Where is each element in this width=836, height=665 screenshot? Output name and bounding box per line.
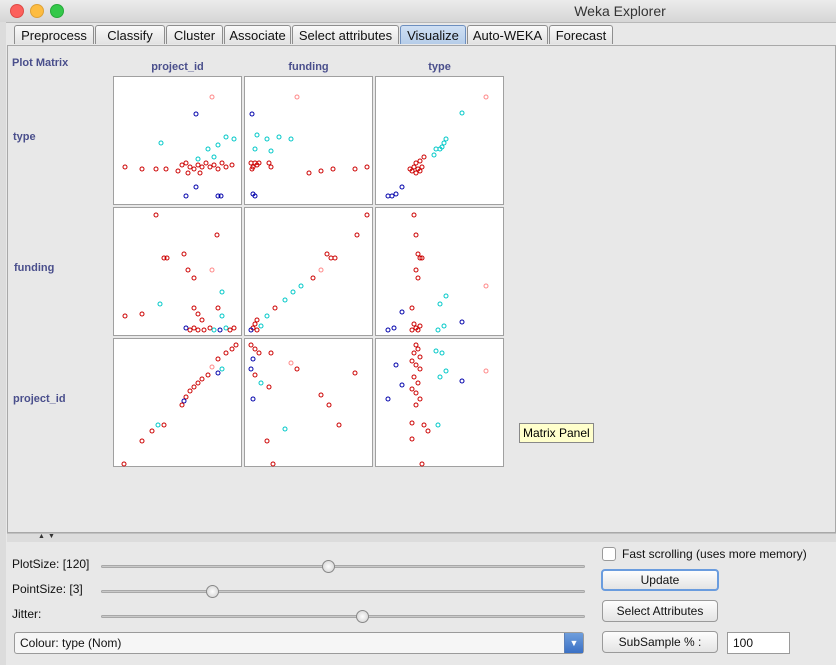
- slider-track: [101, 615, 585, 618]
- scatter-plot: [385, 212, 489, 333]
- scatter-plot: [385, 342, 489, 467]
- title-bar: Weka Explorer: [0, 0, 836, 23]
- window-title: Weka Explorer: [574, 3, 666, 19]
- scatter-plot: [122, 94, 237, 199]
- scatter-cell-project-id-vs-funding[interactable]: [113, 207, 242, 336]
- tab-auto-weka[interactable]: Auto-WEKA: [467, 25, 548, 44]
- scatter-plot: [121, 342, 239, 467]
- scatter-cell-type-vs-type[interactable]: [375, 76, 504, 205]
- scatter-plot: [248, 94, 370, 199]
- tab-select-attributes[interactable]: Select attributes: [292, 25, 399, 44]
- scatter-cell-project-id-vs-project-id[interactable]: [113, 338, 242, 467]
- scatter-cell-funding-vs-type[interactable]: [244, 76, 373, 205]
- jitter-slider[interactable]: [101, 610, 585, 624]
- tab-preprocess[interactable]: Preprocess: [14, 25, 94, 44]
- jitter-label: Jitter:: [12, 607, 42, 621]
- scatter-cell-type-vs-funding[interactable]: [375, 207, 504, 336]
- minimize-window-button[interactable]: [30, 4, 44, 18]
- slider-knob[interactable]: [356, 610, 370, 623]
- tab-classify[interactable]: Classify: [95, 25, 165, 44]
- tab-visualize[interactable]: Visualize: [400, 25, 466, 44]
- fast-scrolling-checkbox[interactable]: [602, 547, 616, 561]
- subsample-button[interactable]: SubSample % :: [602, 631, 718, 653]
- tab-forecast[interactable]: Forecast: [549, 25, 613, 44]
- split-pane-divider[interactable]: ▲ ▼: [7, 533, 836, 542]
- dropdown-arrow-icon[interactable]: ▼: [564, 633, 583, 653]
- scatter-cell-type-vs-project-id[interactable]: [375, 338, 504, 467]
- column-header-type: type: [428, 61, 451, 73]
- tab-cluster[interactable]: Cluster: [166, 25, 223, 44]
- plot-size-label: PlotSize: [120]: [12, 557, 90, 571]
- row-header-type: type: [13, 131, 36, 143]
- split-down-arrow-icon[interactable]: ▼: [48, 533, 55, 540]
- scatter-cell-funding-vs-funding[interactable]: [244, 207, 373, 336]
- plot-matrix-title: Plot Matrix: [12, 57, 69, 69]
- subsample-percent-input[interactable]: 100: [727, 632, 790, 654]
- update-button[interactable]: Update: [601, 569, 719, 591]
- background-window-edge: [0, 22, 6, 665]
- scatter-plot: [248, 342, 358, 467]
- scatter-cell-funding-vs-project-id[interactable]: [244, 338, 373, 467]
- zoom-window-button[interactable]: [50, 4, 64, 18]
- plot-size-slider[interactable]: [101, 560, 585, 574]
- scatter-plot: [385, 94, 489, 199]
- fast-scrolling-label: Fast scrolling (uses more memory): [622, 547, 807, 561]
- slider-knob[interactable]: [322, 560, 336, 573]
- colour-select[interactable]: Colour: type (Nom) ▼: [14, 632, 584, 654]
- select-attributes-button[interactable]: Select Attributes: [602, 600, 718, 622]
- scatter-cell-project-id-vs-type[interactable]: [113, 76, 242, 205]
- slider-knob[interactable]: [206, 585, 220, 598]
- tab-associate[interactable]: Associate: [224, 25, 291, 44]
- close-window-button[interactable]: [10, 4, 24, 18]
- colour-select-value: Colour: type (Nom): [20, 636, 122, 650]
- point-size-label: PointSize: [3]: [12, 582, 83, 596]
- scatter-plot: [248, 212, 370, 333]
- point-size-slider[interactable]: [101, 585, 585, 599]
- row-header-project-id: project_id: [13, 393, 66, 405]
- scatter-plot: [122, 212, 237, 333]
- slider-track: [101, 590, 585, 593]
- column-header-funding: funding: [288, 61, 329, 73]
- slider-track: [101, 565, 585, 568]
- column-header-project-id: project_id: [151, 61, 204, 73]
- matrix-panel-tooltip: Matrix Panel: [519, 423, 594, 443]
- row-header-funding: funding: [14, 262, 55, 274]
- split-up-arrow-icon[interactable]: ▲: [38, 533, 45, 540]
